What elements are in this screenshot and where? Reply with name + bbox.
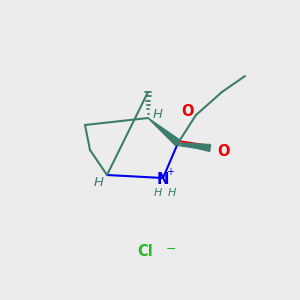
Text: N: N xyxy=(157,172,169,188)
Polygon shape xyxy=(148,118,180,146)
Text: H: H xyxy=(154,188,162,198)
Text: +: + xyxy=(166,167,174,177)
Polygon shape xyxy=(178,143,211,152)
Text: H: H xyxy=(153,109,163,122)
Text: H: H xyxy=(168,188,176,198)
Text: −: − xyxy=(166,242,176,256)
Text: O: O xyxy=(217,143,230,158)
Text: O: O xyxy=(182,104,194,119)
Text: Cl: Cl xyxy=(137,244,153,260)
Text: H: H xyxy=(94,176,104,188)
